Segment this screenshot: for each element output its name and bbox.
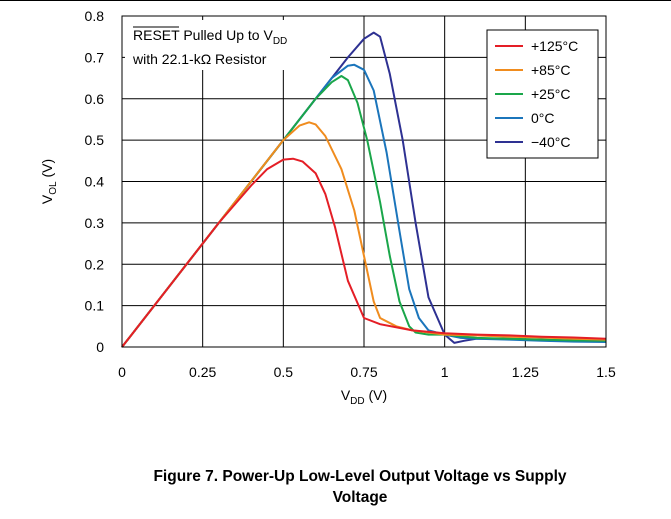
x-tick-label: 0 (118, 364, 126, 380)
y-tick-label: 0 (96, 339, 104, 355)
figure-caption: Figure 7. Power-Up Low-Level Output Volt… (60, 466, 660, 508)
annotation-box: RESET Pulled Up to VDD with 22.1-kΩ Resi… (125, 20, 330, 70)
legend-label: +85°C (531, 62, 570, 78)
series-lines (121, 31, 607, 348)
caption-line-2: Voltage (332, 489, 388, 506)
x-tick-label: 1.5 (596, 364, 616, 380)
legend: +125°C +85°C +25°C 0°C −40°C (486, 29, 599, 159)
x-axis-label-sub: DD (350, 396, 364, 407)
annotation-line1-rest: Pulled Up to V (179, 27, 273, 43)
annotation-reset: RESET (133, 27, 180, 43)
x-tick-label: 0.5 (274, 364, 294, 380)
y-axis-label-main: V (39, 194, 55, 204)
legend-label: −40°C (531, 134, 570, 150)
annotation-line1: RESET Pulled Up to VDD (133, 27, 287, 47)
y-axis-label-unit: (V) (39, 159, 55, 182)
caption-line-1: Figure 7. Power-Up Low-Level Output Volt… (153, 468, 567, 485)
tick-labels: 0 0.25 0.5 0.75 1 1.25 1.5 0 0.1 0.2 0.3 0.4 0.5 0.6 0… (85, 8, 616, 380)
top-rule (0, 0, 671, 1)
y-tick-label: 0.5 (85, 132, 105, 148)
annotation-background (125, 20, 330, 70)
y-axis-label: VOL (V) (39, 159, 59, 204)
legend-label: 0°C (531, 110, 555, 126)
y-tick-label: 0.3 (85, 215, 105, 231)
legend-label: +25°C (531, 86, 570, 102)
y-axis-label-sub: OL (48, 181, 59, 195)
y-tick-label: 0.2 (85, 256, 105, 272)
x-tick-label: 0.25 (189, 364, 216, 380)
x-axis-label: VDD (V) (341, 387, 387, 407)
y-tick-label: 0.8 (85, 8, 105, 24)
y-tick-label: 0.4 (85, 174, 105, 190)
y-tick-label: 0.1 (85, 298, 105, 314)
series-line (121, 121, 607, 348)
x-axis-label-unit: (V) (365, 387, 388, 403)
x-tick-label: 1 (441, 364, 449, 380)
y-tick-label: 0.6 (85, 91, 105, 107)
x-tick-label: 0.75 (350, 364, 377, 380)
x-axis-label-main: V (341, 387, 351, 403)
x-tick-label: 1.25 (512, 364, 539, 380)
y-tick-label: 0.7 (85, 49, 105, 65)
legend-label: +125°C (531, 38, 578, 54)
plot-frame (121, 15, 607, 348)
series-line (121, 75, 607, 348)
annotation-line1-sub: DD (273, 36, 287, 47)
series-line (121, 157, 607, 348)
chart: 0 0.25 0.5 0.75 1 1.25 1.5 0 0.1 0.2 0.3 0.4 0.5 0.6 0… (39, 8, 616, 407)
annotation-line2: with 22.1-kΩ Resistor (132, 51, 267, 67)
